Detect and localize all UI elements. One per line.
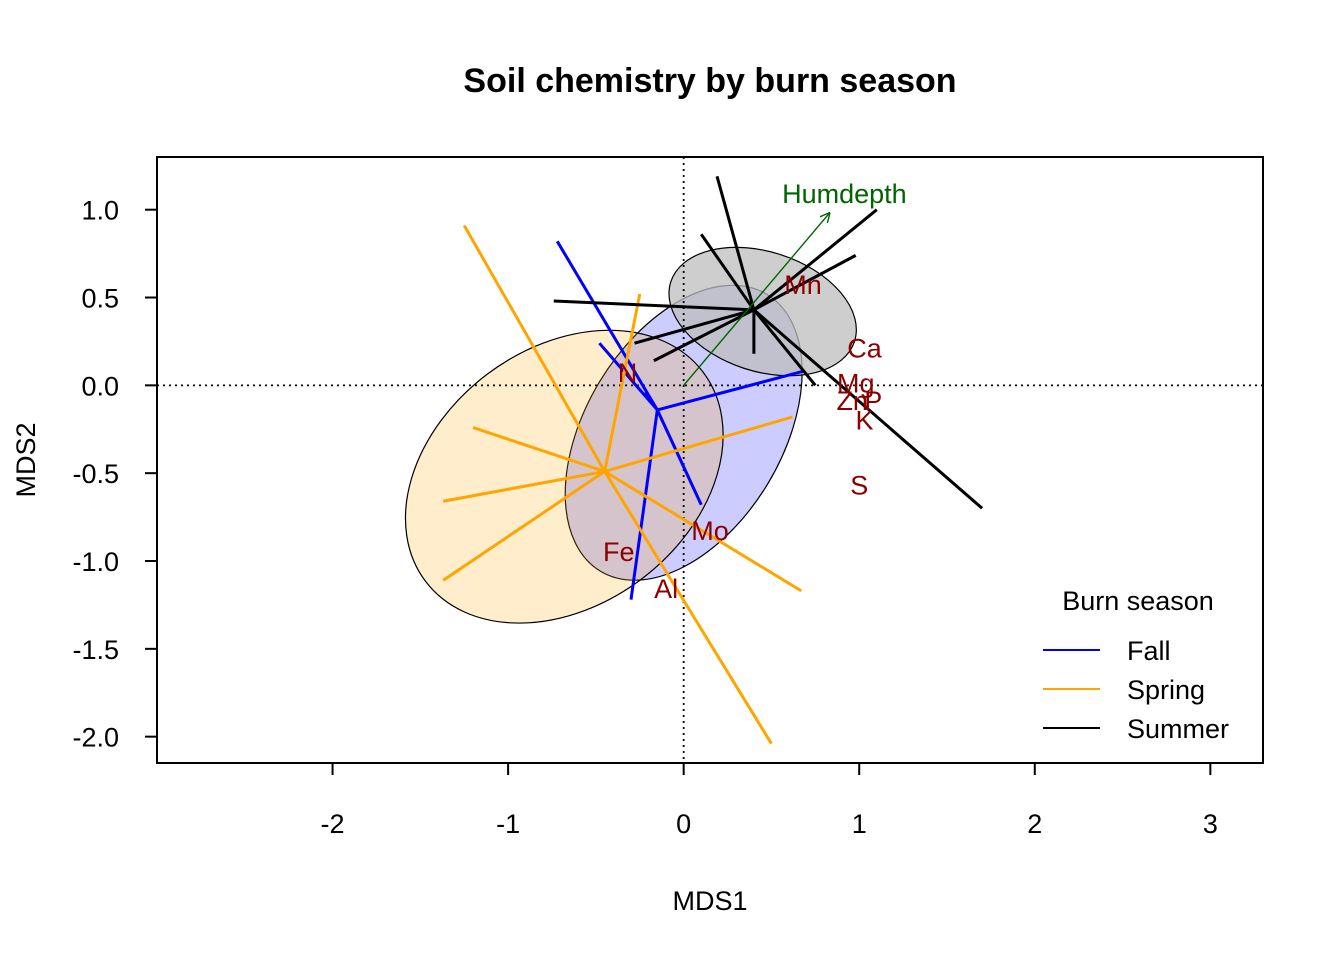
species-label-p: P: [864, 386, 882, 416]
y-tick-label-5: -1.5: [72, 635, 119, 665]
y-tick-label-4: -1.0: [72, 547, 119, 577]
spider-summer-4: [553, 299, 754, 312]
species-label-mn: Mn: [784, 270, 822, 300]
spider-fall-4: [629, 409, 659, 600]
x-axis: -2 -1 0 1 2 3: [321, 762, 1218, 839]
ellipse-spring: [404, 329, 724, 624]
spider-summer-2: [752, 208, 878, 311]
species-label-fe: Fe: [603, 537, 635, 567]
spider-fall-1: [598, 342, 659, 411]
y-tick-label-3: -0.5: [72, 459, 119, 489]
spider-fall-2: [643, 391, 659, 411]
legend-title: Burn season: [1062, 586, 1214, 616]
chart-title: Soil chemistry by burn season: [463, 62, 956, 100]
legend-entry-spring: Spring: [1127, 675, 1205, 705]
spider-spring-2: [472, 426, 606, 473]
x-tick-label-3: 1: [852, 809, 867, 839]
spider-spring-6: [603, 470, 803, 593]
species-label-ca: Ca: [847, 333, 882, 363]
env-vector-humdepth: [683, 213, 830, 386]
spider-summer-6: [653, 308, 755, 363]
spider-summer-5: [634, 308, 755, 345]
spider-summer-8: [752, 308, 817, 387]
spider-summer-0: [715, 175, 756, 311]
spider-fall-5: [656, 369, 804, 412]
species-label-mo: Mo: [691, 516, 729, 546]
spider-spring-5: [442, 470, 606, 582]
x-axis-label: MDS1: [672, 886, 747, 916]
y-tick-label-0: 1.0: [81, 196, 119, 226]
x-tick-label-2: 0: [676, 809, 691, 839]
spider-spring-1: [603, 293, 642, 472]
species-label-n: N: [618, 358, 638, 388]
species-label-s: S: [850, 470, 868, 500]
x-tick-label-4: 2: [1027, 809, 1042, 839]
y-tick-label-6: -2.0: [72, 723, 119, 753]
legend-entry-summer: Summer: [1127, 714, 1229, 744]
env-vector-label: Humdepth: [782, 179, 907, 209]
y-axis-label: MDS2: [11, 422, 41, 497]
species-label-zn: Zn: [836, 386, 868, 416]
spider-summer-1: [699, 233, 756, 311]
spider-spring-3: [442, 469, 605, 503]
legend-entry-fall: Fall: [1127, 636, 1171, 666]
spider-fall-0: [555, 240, 659, 411]
y-tick-label-1: 0.5: [81, 284, 119, 314]
spider-summer-9: [752, 308, 984, 510]
species-label-mg: Mg: [837, 369, 875, 399]
spider-fall-3: [655, 409, 703, 506]
species-label-k: K: [855, 405, 873, 435]
y-axis: 1.0 0.5 0.0 -0.5 -1.0 -1.5 -2.0: [72, 196, 158, 753]
x-tick-label-5: 3: [1203, 809, 1218, 839]
y-tick-label-2: 0.0: [81, 371, 119, 401]
x-tick-label-1: -1: [496, 809, 520, 839]
species-label-al: Al: [654, 574, 678, 604]
legend: Burn season Fall Spring Summer: [1043, 586, 1229, 744]
spider-spring-7: [603, 470, 773, 745]
x-tick-label-0: -2: [321, 809, 345, 839]
spider-spring-0: [462, 224, 606, 473]
spider-summer-3: [753, 254, 857, 312]
spider-spring-4: [604, 415, 793, 473]
